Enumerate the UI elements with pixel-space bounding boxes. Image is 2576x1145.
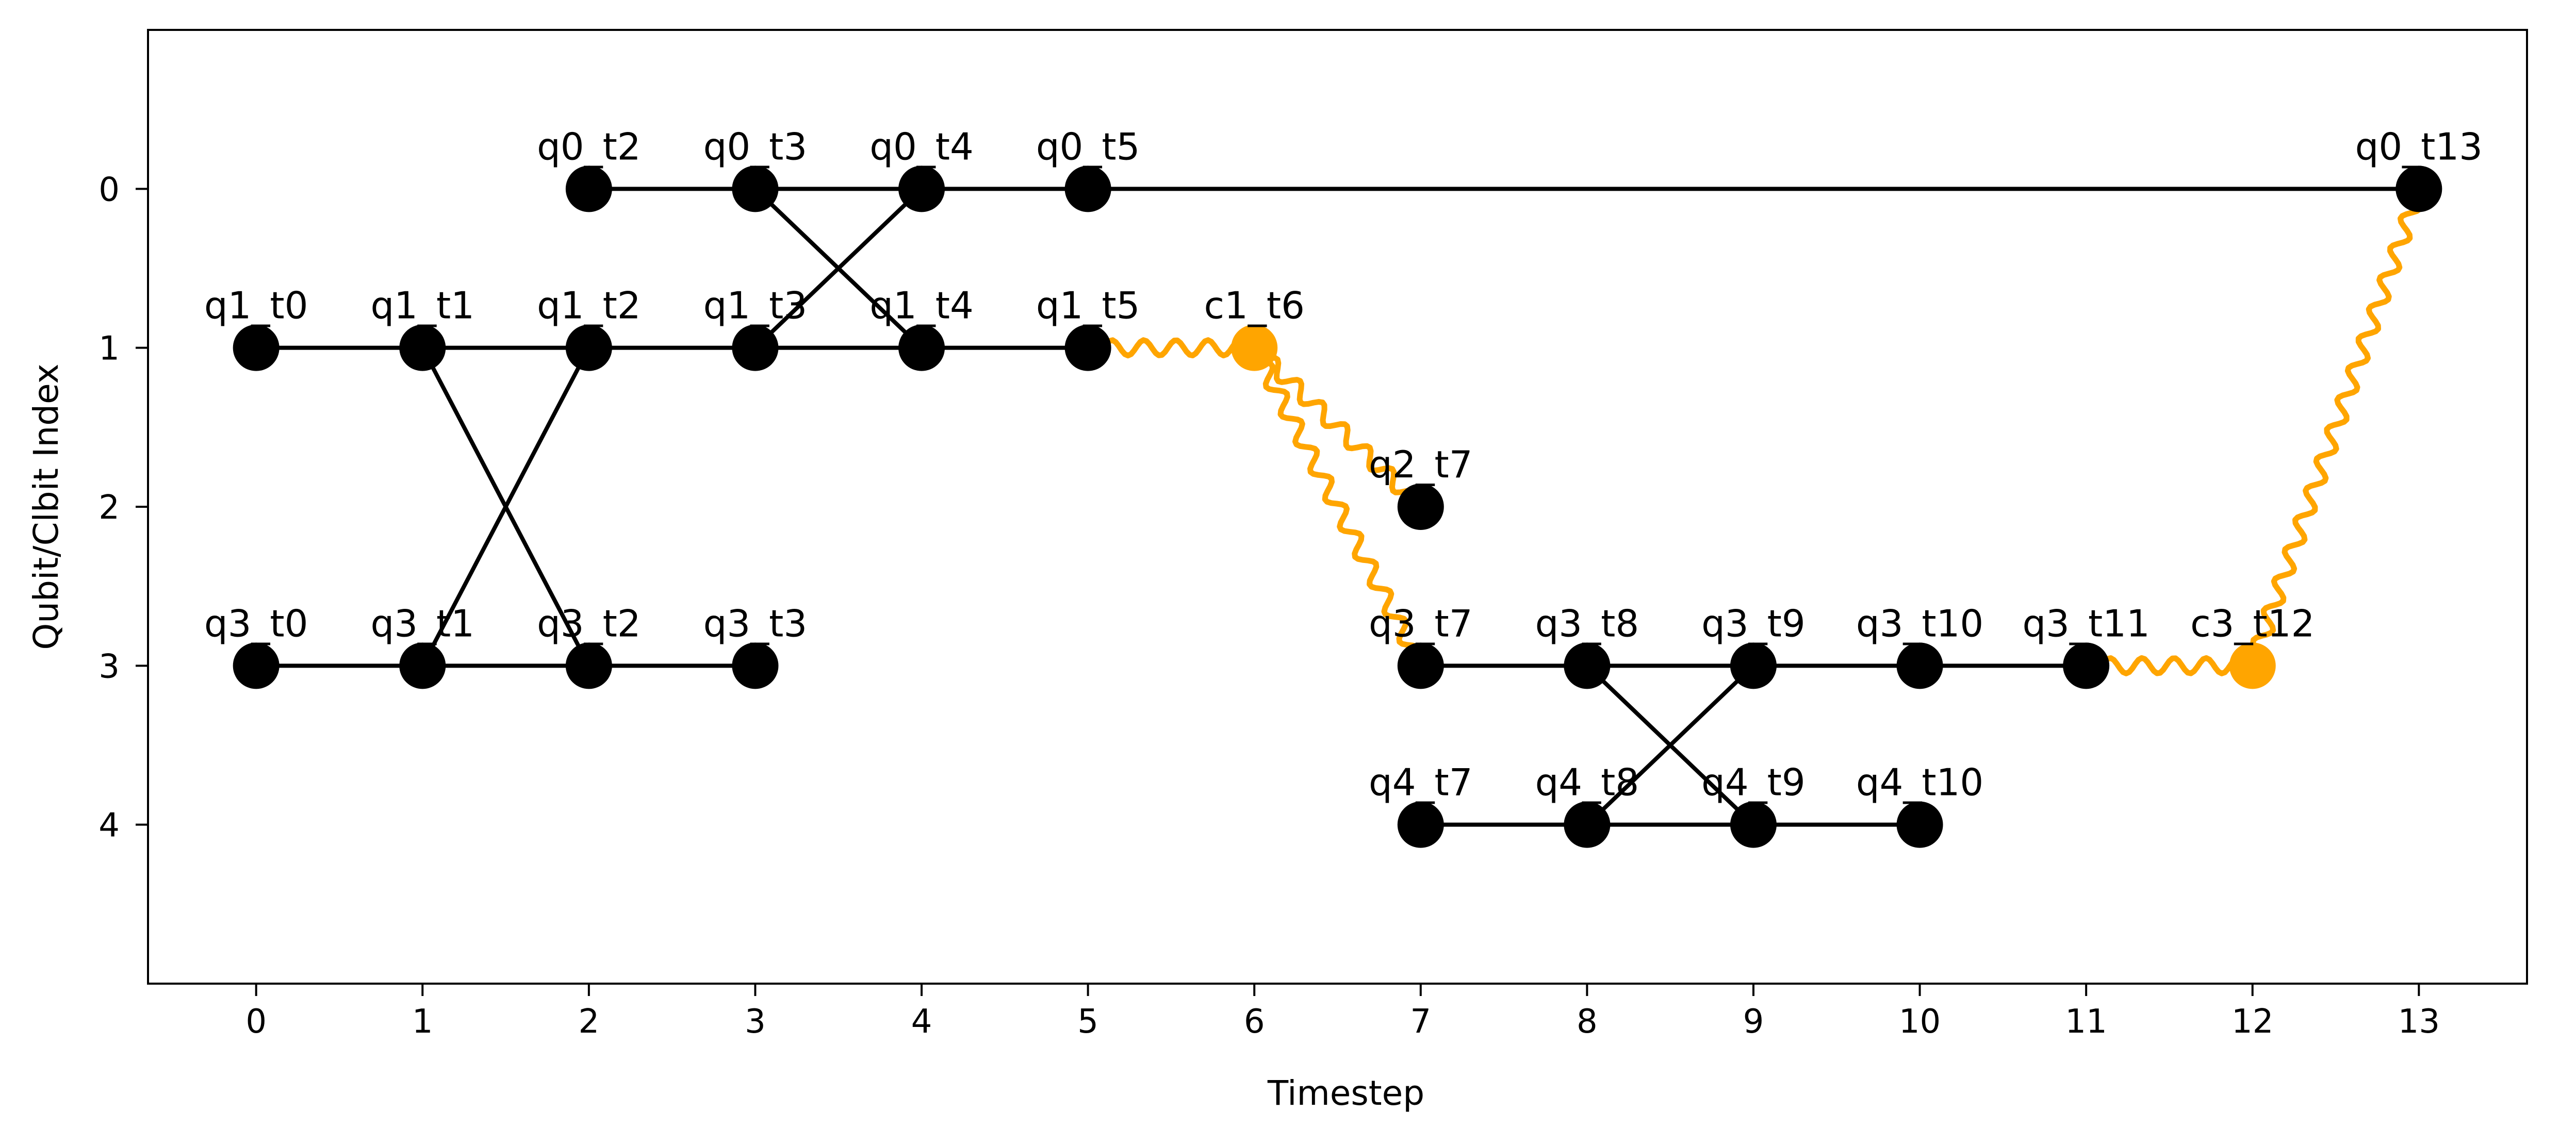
x-axis-title: Timestep: [1267, 1073, 1424, 1113]
nodes-layer: [233, 165, 2442, 848]
x-tick-label-10: 10: [1899, 1003, 1941, 1041]
node-label-q1_t3: q1_t3: [703, 284, 808, 327]
node-label-q3_t10: q3_t10: [1856, 602, 1983, 645]
node-q0_t2: [565, 165, 612, 212]
node-label-q1_t4: q1_t4: [869, 284, 974, 327]
node-label-q0_t4: q0_t4: [869, 125, 974, 168]
x-tick-label-6: 6: [1244, 1003, 1265, 1041]
edges-layer: [256, 186, 2423, 827]
node-q4_t8: [1564, 801, 1611, 848]
node-q1_t0: [233, 324, 280, 371]
x-tick-label-5: 5: [1077, 1003, 1098, 1041]
node-label-q0_t2: q0_t2: [537, 125, 641, 168]
x-tick-label-7: 7: [1410, 1003, 1431, 1041]
node-q1_t4: [898, 324, 945, 371]
node-q3_t8: [1564, 642, 1611, 689]
node-q0_t5: [1064, 165, 1111, 212]
x-tick-label-12: 12: [2232, 1003, 2273, 1041]
node-c3_t12: [2229, 642, 2276, 689]
node-q4_t7: [1397, 801, 1444, 848]
node-q0_t3: [732, 165, 779, 212]
node-q4_t10: [1896, 801, 1943, 848]
y-axis-title: Qubit/Clbit Index: [26, 363, 66, 650]
edge-q1_t5-c1_t6: [1085, 337, 1257, 359]
node-label-q3_t11: q3_t11: [2022, 602, 2150, 645]
x-tick-label-1: 1: [412, 1003, 433, 1041]
y-tick-label-1: 1: [99, 330, 120, 368]
node-label-q1_t5: q1_t5: [1036, 284, 1140, 327]
y-tick-label-2: 2: [99, 489, 120, 527]
node-label-q3_t1: q3_t1: [370, 602, 474, 645]
node-q3_t0: [233, 642, 280, 689]
node-q0_t4: [898, 165, 945, 212]
node-q3_t1: [399, 642, 446, 689]
y-tick-label-3: 3: [99, 648, 120, 686]
x-tick-label-2: 2: [578, 1003, 599, 1041]
x-tick-label-11: 11: [2065, 1003, 2107, 1041]
node-label-q0_t5: q0_t5: [1036, 125, 1140, 168]
node-q2_t7: [1397, 484, 1444, 530]
node-q1_t1: [399, 324, 446, 371]
edge-c1_t6-q2_t7: [1251, 345, 1424, 510]
node-label-q1_t1: q1_t1: [370, 284, 474, 327]
x-axis-ticks: 0 1 2 3 4 5 6 7 8 9 10 11 12 13: [245, 984, 2440, 1041]
y-tick-label-4: 4: [99, 807, 120, 845]
x-tick-label-4: 4: [911, 1003, 932, 1041]
y-axis-ticks: 0 1 2 3 4: [99, 171, 148, 845]
node-label-q4_t7: q4_t7: [1369, 761, 1473, 804]
node-label-q3_t7: q3_t7: [1369, 602, 1473, 645]
node-label-q3_t9: q3_t9: [1701, 602, 1806, 645]
node-q3_t3: [732, 642, 779, 689]
node-label-q0_t3: q0_t3: [703, 125, 808, 168]
edge-q3_t1-q1_t2: [420, 346, 591, 667]
node-label-q1_t0: q1_t0: [204, 284, 308, 327]
node-label-q3_t0: q3_t0: [204, 602, 308, 645]
edge-q3_t11-c3_t12: [2083, 655, 2256, 676]
edge-c1_t6-q3_t7: [1251, 345, 1424, 669]
x-tick-label-8: 8: [1577, 1003, 1598, 1041]
node-label-q4_t8: q4_t8: [1535, 761, 1639, 804]
node-label-c3_t12: c3_t12: [2190, 602, 2315, 645]
x-tick-label-9: 9: [1743, 1003, 1764, 1041]
node-q1_t3: [732, 324, 779, 371]
edge-q1_t3-q0_t4: [753, 187, 923, 350]
node-label-c1_t6: c1_t6: [1204, 284, 1304, 327]
node-q4_t9: [1730, 801, 1777, 848]
node-label-q4_t10: q4_t10: [1856, 761, 1983, 804]
node-c1_t6: [1231, 324, 1278, 371]
node-q3_t9: [1730, 642, 1777, 689]
node-q0_t13: [2395, 165, 2442, 212]
x-tick-label-0: 0: [245, 1003, 267, 1041]
edge-c3_t12-q0_t13: [2250, 186, 2423, 669]
x-tick-label-13: 13: [2398, 1003, 2440, 1041]
node-q3_t10: [1896, 642, 1943, 689]
node-label-q3_t3: q3_t3: [703, 602, 808, 645]
node-q3_t11: [2063, 642, 2110, 689]
node-label-q3_t2: q3_t2: [537, 602, 641, 645]
node-label-q1_t2: q1_t2: [537, 284, 641, 327]
node-q1_t2: [565, 324, 612, 371]
x-tick-label-3: 3: [745, 1003, 766, 1041]
y-tick-label-0: 0: [99, 171, 120, 209]
node-label-q2_t7: q2_t7: [1369, 443, 1473, 486]
node-label-q0_t13: q0_t13: [2355, 125, 2483, 168]
edge-q4_t8-q3_t9: [1585, 664, 1755, 826]
node-q1_t5: [1064, 324, 1111, 371]
node-label-q4_t9: q4_t9: [1701, 761, 1806, 804]
node-label-q3_t8: q3_t8: [1535, 602, 1639, 645]
node-q3_t7: [1397, 642, 1444, 689]
node-q3_t2: [565, 642, 612, 689]
node-labels-layer: q0_t2 q0_t3 q0_t4 q0_t5 q0_t13 q1_t0 q1_t1 q1_t…: [204, 125, 2483, 804]
